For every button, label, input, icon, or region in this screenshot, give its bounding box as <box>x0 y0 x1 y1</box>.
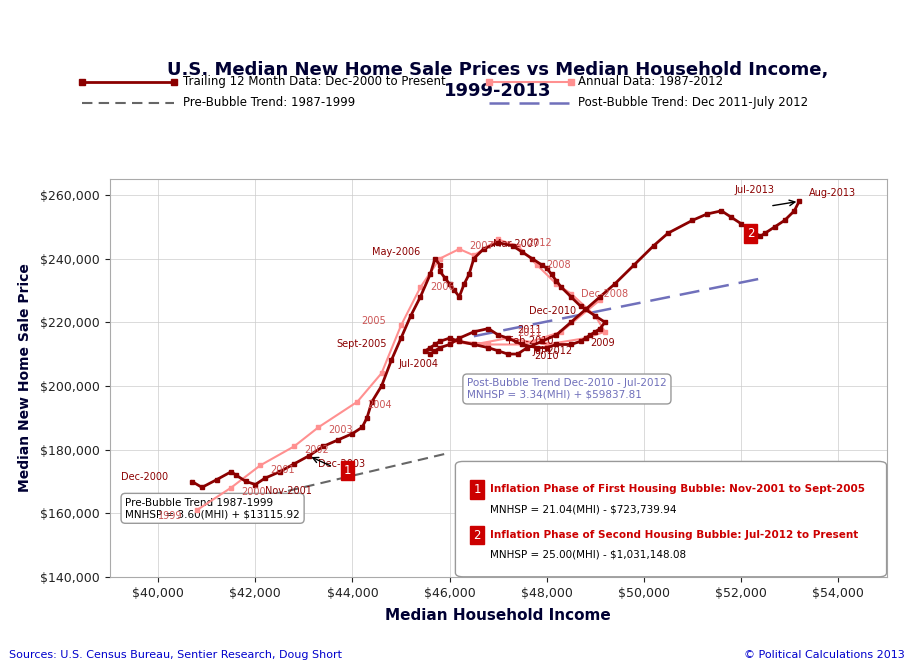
Text: Jul-2004: Jul-2004 <box>399 359 439 369</box>
Text: Nov-2001: Nov-2001 <box>265 486 312 496</box>
FancyBboxPatch shape <box>455 461 887 577</box>
Text: MNHSP = 21.04(MHI) - $723,739.94: MNHSP = 21.04(MHI) - $723,739.94 <box>490 504 677 514</box>
Text: Pre-Bubble Trend 1987-1999
MNHSP = 3.60(MHI) + $13115.92: Pre-Bubble Trend 1987-1999 MNHSP = 3.60(… <box>125 497 300 519</box>
Text: Annual Data: 1987-2012: Annual Data: 1987-2012 <box>578 75 723 88</box>
Text: 2005: 2005 <box>362 316 387 326</box>
Text: Inflation Phase of First Housing Bubble: Nov-2001 to Sept-2005: Inflation Phase of First Housing Bubble:… <box>490 484 866 495</box>
Text: 2006: 2006 <box>430 282 455 292</box>
Y-axis label: Median New Home Sale Price: Median New Home Sale Price <box>17 263 32 493</box>
Text: Mar-2007: Mar-2007 <box>494 239 539 249</box>
Text: 2012: 2012 <box>527 237 552 248</box>
Text: Sources: U.S. Census Bureau, Sentier Research, Doug Short: Sources: U.S. Census Bureau, Sentier Res… <box>9 650 342 660</box>
X-axis label: Median Household Income: Median Household Income <box>386 608 611 623</box>
Text: Inflation Phase of Second Housing Bubble: Jul-2012 to Present: Inflation Phase of Second Housing Bubble… <box>490 530 858 540</box>
Text: 2011: 2011 <box>517 325 542 335</box>
Text: Jul-2012: Jul-2012 <box>532 346 572 356</box>
Text: Feb-2010: Feb-2010 <box>508 336 553 346</box>
Text: 2000: 2000 <box>240 487 265 497</box>
Text: Post-Bubble Trend: Dec 2011-July 2012: Post-Bubble Trend: Dec 2011-July 2012 <box>578 96 808 109</box>
Text: MNHSP = 25.00(MHI) - $1,031,148.08: MNHSP = 25.00(MHI) - $1,031,148.08 <box>490 550 686 560</box>
Text: Jul-2013: Jul-2013 <box>735 185 775 195</box>
Text: 2009: 2009 <box>590 338 615 348</box>
Text: 2004: 2004 <box>367 400 392 410</box>
Text: 2001: 2001 <box>270 465 294 475</box>
Text: Post-Bubble Trend Dec-2010 - Jul-2012
MNHSP = 3.34(MHI) + $59837.81: Post-Bubble Trend Dec-2010 - Jul-2012 MN… <box>467 378 667 400</box>
Text: Aug-2013: Aug-2013 <box>809 188 856 198</box>
Title: U.S. Median New Home Sale Prices vs Median Household Income,
1999-2013: U.S. Median New Home Sale Prices vs Medi… <box>167 61 829 99</box>
Text: 2007: 2007 <box>469 241 494 251</box>
Text: 2002: 2002 <box>304 444 329 455</box>
Text: 2011: 2011 <box>517 328 542 338</box>
Text: 2010: 2010 <box>535 351 559 361</box>
Text: 1: 1 <box>344 463 351 477</box>
Text: Dec-2008: Dec-2008 <box>580 288 628 298</box>
Text: May-2006: May-2006 <box>372 247 420 257</box>
Text: Sept-2005: Sept-2005 <box>336 339 387 349</box>
Text: 2003: 2003 <box>328 426 353 436</box>
Text: 1999: 1999 <box>158 511 183 521</box>
Text: Dec-2000: Dec-2000 <box>121 471 168 481</box>
Text: Dec-2010: Dec-2010 <box>528 306 576 316</box>
Text: 2: 2 <box>473 528 481 542</box>
Text: 2: 2 <box>747 227 754 239</box>
Text: Pre-Bubble Trend: 1987-1999: Pre-Bubble Trend: 1987-1999 <box>183 96 355 109</box>
Text: Trailing 12 Month Data: Dec-2000 to Present: Trailing 12 Month Data: Dec-2000 to Pres… <box>183 75 445 88</box>
Text: 2008: 2008 <box>547 260 571 270</box>
Text: Dec-2003: Dec-2003 <box>318 459 366 469</box>
Text: 1: 1 <box>473 483 481 496</box>
Text: © Political Calculations 2013: © Political Calculations 2013 <box>744 650 905 660</box>
